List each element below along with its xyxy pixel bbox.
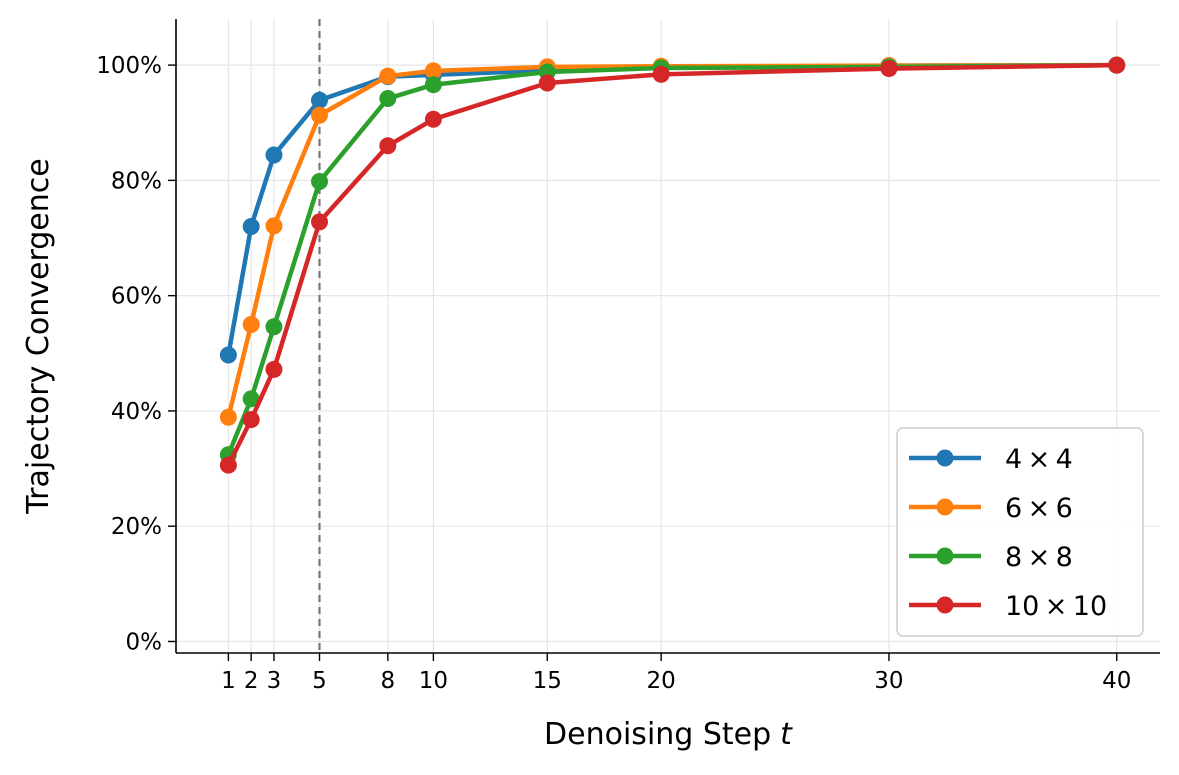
data-point <box>311 173 328 191</box>
data-point <box>311 91 328 109</box>
legend-label: 8 × 8 <box>1005 542 1073 573</box>
legend-box <box>896 427 1144 637</box>
legend-label: 4 × 4 <box>1005 444 1073 475</box>
y-tick-label: 100% <box>96 53 162 79</box>
data-point <box>265 146 283 164</box>
series-4 <box>219 56 1126 474</box>
data-point <box>880 60 898 78</box>
legend-item: 6 × 6 <box>909 493 1073 524</box>
legend-label: 10 × 10 <box>1005 591 1107 622</box>
y-tick-label: 60% <box>111 284 162 310</box>
legend-marker <box>936 547 954 565</box>
data-point <box>265 360 283 378</box>
y-tick-label: 80% <box>111 168 162 194</box>
data-point <box>219 408 237 426</box>
data-point <box>379 67 397 85</box>
data-point <box>424 110 442 128</box>
legend-item: 4 × 4 <box>909 444 1073 475</box>
y-tick-label: 0% <box>126 629 163 655</box>
data-point <box>311 106 328 124</box>
data-point <box>424 62 442 80</box>
legend-item: 10 × 10 <box>909 591 1107 622</box>
series-line <box>226 62 1119 457</box>
x-tick-label: 8 <box>381 668 396 694</box>
data-point <box>311 213 328 231</box>
x-tick-label: 40 <box>1102 668 1131 694</box>
x-tick-label: 20 <box>647 668 676 694</box>
data-point <box>424 76 442 94</box>
series-3 <box>219 56 1126 464</box>
data-point <box>265 318 283 336</box>
x-tick-label: 3 <box>267 668 282 694</box>
x-tick-label: 1 <box>221 668 236 694</box>
x-tick-label: 30 <box>874 668 903 694</box>
data-point <box>219 346 237 364</box>
data-point <box>242 217 260 235</box>
legend-label: 6 × 6 <box>1005 493 1073 524</box>
series-line <box>226 62 1119 420</box>
data-point <box>1108 56 1126 74</box>
legend-item: 8 × 8 <box>909 542 1073 573</box>
tick-labels: 1 2 3 5 8 10 15 20 30 40 0% 20% 40% 60% 80% 100% <box>96 53 1131 694</box>
y-axis-title: Trajectory Convergence <box>21 158 56 514</box>
axes <box>168 19 1160 661</box>
x-tick-label: 2 <box>244 668 259 694</box>
series-line <box>226 62 1119 358</box>
series-line <box>226 62 1119 468</box>
data-point <box>379 137 397 155</box>
y-tick-label: 20% <box>111 514 162 540</box>
series-group <box>219 56 1126 474</box>
data-point <box>219 456 237 474</box>
data-point <box>379 90 397 108</box>
data-point <box>242 315 260 333</box>
legend-marker <box>936 596 954 614</box>
data-point <box>652 65 670 83</box>
x-axis-title: Denoising Step t <box>544 717 793 752</box>
data-point <box>538 74 556 92</box>
data-point <box>242 411 260 429</box>
x-axis-title-text: Denoising Step <box>544 717 771 752</box>
y-tick-label: 40% <box>111 399 162 425</box>
series-2 <box>219 56 1126 426</box>
series-1 <box>219 56 1126 364</box>
data-point <box>242 390 260 408</box>
legend: 4 × 4 6 × 6 8 × 8 10 × 10 <box>896 427 1144 637</box>
legend-marker <box>936 449 954 467</box>
legend-marker <box>936 498 954 516</box>
x-tick-label: 10 <box>419 668 448 694</box>
x-tick-label: 5 <box>312 668 327 694</box>
data-point <box>265 217 283 235</box>
x-tick-label: 15 <box>533 668 562 694</box>
x-axis-title-variable: t <box>780 717 793 752</box>
